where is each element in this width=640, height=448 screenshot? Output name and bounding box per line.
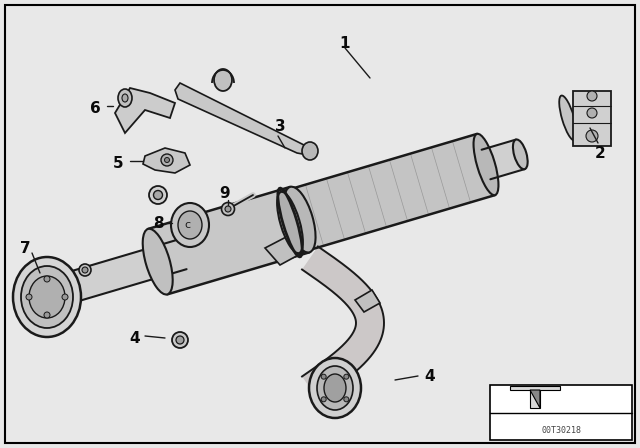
Polygon shape xyxy=(175,83,310,155)
Polygon shape xyxy=(510,386,560,408)
Ellipse shape xyxy=(587,91,597,101)
Ellipse shape xyxy=(26,294,32,300)
Ellipse shape xyxy=(164,158,170,163)
Polygon shape xyxy=(530,390,540,408)
Polygon shape xyxy=(265,235,302,265)
Text: 00T30218: 00T30218 xyxy=(541,426,581,435)
Text: c: c xyxy=(184,220,190,230)
Ellipse shape xyxy=(587,108,597,118)
Ellipse shape xyxy=(309,358,361,418)
Ellipse shape xyxy=(586,130,598,142)
Ellipse shape xyxy=(62,294,68,300)
Ellipse shape xyxy=(21,266,73,328)
Ellipse shape xyxy=(118,89,132,107)
Ellipse shape xyxy=(149,186,167,204)
Ellipse shape xyxy=(122,94,128,102)
Ellipse shape xyxy=(44,312,50,318)
Ellipse shape xyxy=(324,374,346,402)
Ellipse shape xyxy=(321,397,326,402)
Polygon shape xyxy=(281,134,495,253)
Text: 7: 7 xyxy=(20,241,30,255)
Text: 4: 4 xyxy=(425,369,435,383)
Ellipse shape xyxy=(79,264,91,276)
Text: 3: 3 xyxy=(275,119,285,134)
Text: 8: 8 xyxy=(153,215,163,231)
Ellipse shape xyxy=(284,187,316,253)
Ellipse shape xyxy=(344,397,349,402)
Ellipse shape xyxy=(225,206,231,212)
Ellipse shape xyxy=(321,374,326,379)
Polygon shape xyxy=(55,240,187,306)
Polygon shape xyxy=(355,290,380,312)
Ellipse shape xyxy=(221,202,234,215)
Ellipse shape xyxy=(344,374,349,379)
Ellipse shape xyxy=(171,203,209,247)
Ellipse shape xyxy=(176,336,184,344)
Polygon shape xyxy=(482,140,525,179)
Bar xyxy=(490,385,632,440)
Bar xyxy=(573,90,611,146)
Ellipse shape xyxy=(143,229,173,294)
Ellipse shape xyxy=(44,276,50,282)
Ellipse shape xyxy=(178,211,202,239)
Text: 1: 1 xyxy=(340,35,350,51)
Text: 4: 4 xyxy=(130,331,140,345)
Ellipse shape xyxy=(172,332,188,348)
Text: 6: 6 xyxy=(90,100,100,116)
Ellipse shape xyxy=(154,190,163,199)
Text: 2: 2 xyxy=(595,146,605,160)
Ellipse shape xyxy=(161,154,173,166)
Ellipse shape xyxy=(302,142,318,160)
Ellipse shape xyxy=(559,95,577,141)
Ellipse shape xyxy=(513,139,527,169)
Polygon shape xyxy=(143,148,190,173)
Ellipse shape xyxy=(474,134,499,195)
Ellipse shape xyxy=(317,366,353,410)
Polygon shape xyxy=(115,88,175,133)
Ellipse shape xyxy=(277,192,303,253)
Polygon shape xyxy=(302,246,384,400)
Text: 5: 5 xyxy=(113,155,124,171)
Ellipse shape xyxy=(82,267,88,273)
Ellipse shape xyxy=(214,69,232,91)
Ellipse shape xyxy=(13,257,81,337)
Text: 9: 9 xyxy=(220,185,230,201)
Ellipse shape xyxy=(29,276,65,318)
Polygon shape xyxy=(148,187,310,294)
